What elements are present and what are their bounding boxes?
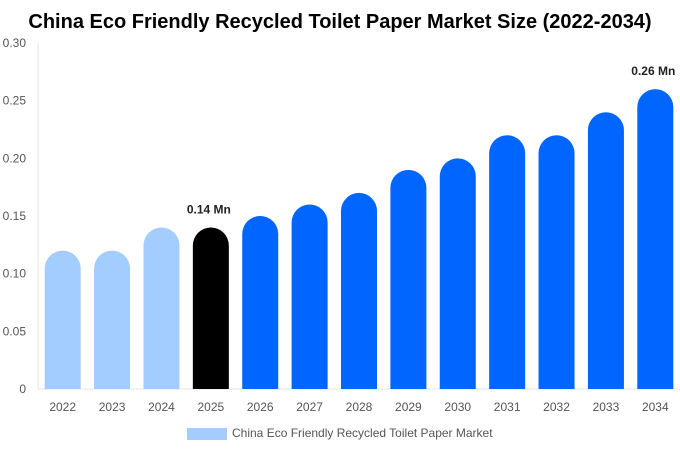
x-tick-label: 2023 xyxy=(99,400,126,414)
bar-2033[interactable] xyxy=(587,112,624,389)
x-tick-label: 2030 xyxy=(444,400,471,414)
legend-swatch xyxy=(187,428,227,440)
y-axis-ticks: 0 0.05 0.10 0.15 0.20 0.25 0.30 xyxy=(3,36,27,396)
bar-2027[interactable] xyxy=(291,204,328,389)
legend-label: China Eco Friendly Recycled Toilet Paper… xyxy=(232,426,493,440)
y-tick-label: 0.10 xyxy=(3,267,27,281)
bar-2030[interactable] xyxy=(439,158,476,389)
bar-2032[interactable] xyxy=(538,135,575,389)
bar-2024[interactable] xyxy=(143,227,180,389)
y-tick-label: 0.30 xyxy=(3,36,27,50)
bars xyxy=(44,89,674,389)
legend[interactable]: China Eco Friendly Recycled Toilet Paper… xyxy=(187,426,493,440)
x-axis-ticks: 2022 2023 2024 2025 2026 2027 2028 2029 2030 2031… xyxy=(49,400,669,414)
x-tick-label: 2026 xyxy=(247,400,274,414)
x-tick-label: 2033 xyxy=(593,400,620,414)
y-tick-label: 0.05 xyxy=(3,324,27,338)
x-tick-label: 2029 xyxy=(395,400,422,414)
y-tick-label: 0.25 xyxy=(3,94,27,108)
x-tick-label: 2022 xyxy=(49,400,76,414)
bar-2028[interactable] xyxy=(341,192,377,389)
x-tick-label: 2027 xyxy=(296,400,323,414)
data-label: 0.26 Mn xyxy=(631,64,675,78)
data-labels: 0.14 Mn 0.26 Mn xyxy=(187,64,675,216)
data-label: 0.14 Mn xyxy=(187,203,231,217)
bar-2025[interactable] xyxy=(192,227,229,389)
x-tick-label: 2025 xyxy=(197,400,224,414)
x-tick-label: 2034 xyxy=(642,400,669,414)
bar-2022[interactable] xyxy=(44,250,81,389)
x-tick-label: 2024 xyxy=(148,400,175,414)
bar-2031[interactable] xyxy=(489,135,526,389)
bar-2026[interactable] xyxy=(242,216,279,389)
chart-title: China Eco Friendly Recycled Toilet Paper… xyxy=(28,11,651,33)
y-tick-label: 0 xyxy=(19,382,26,396)
bar-2029[interactable] xyxy=(390,169,427,389)
y-tick-label: 0.15 xyxy=(3,209,27,223)
bar-2023[interactable] xyxy=(94,250,131,389)
x-tick-label: 2031 xyxy=(494,400,521,414)
y-tick-label: 0.20 xyxy=(3,151,27,165)
bar-2034[interactable] xyxy=(637,89,674,389)
x-tick-label: 2028 xyxy=(346,400,373,414)
x-tick-label: 2032 xyxy=(543,400,570,414)
